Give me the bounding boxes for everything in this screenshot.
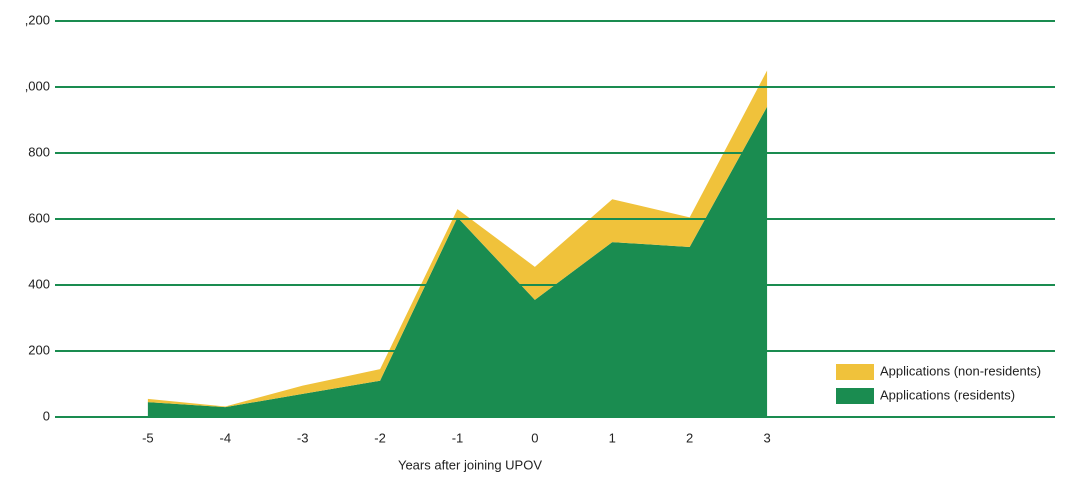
x-tick-label: 2 [686, 430, 693, 445]
x-tick-label: -3 [297, 430, 309, 445]
x-tick-label: 0 [531, 430, 538, 445]
x-tick-label: 1 [609, 430, 616, 445]
x-tick-label: -4 [219, 430, 231, 445]
legend-swatch [836, 364, 874, 380]
legend-label: Applications (non-residents) [880, 363, 1041, 378]
area [147, 106, 768, 418]
y-tick-label: 0 [43, 408, 50, 423]
x-axis-title: Years after joining UPOV [398, 457, 542, 472]
y-tick-label: 200 [28, 342, 50, 357]
legend-swatch [836, 388, 874, 404]
y-tick-label: 400 [28, 276, 50, 291]
y-tick-label: 800 [28, 144, 50, 159]
x-tick-label: -1 [452, 430, 464, 445]
y-tick-label: ,000 [25, 78, 50, 93]
x-tick-label: -2 [374, 430, 386, 445]
x-tick-label: 3 [763, 430, 770, 445]
legend-label: Applications (residents) [880, 387, 1015, 402]
y-tick-label: ,200 [25, 12, 50, 27]
y-tick-label: 600 [28, 210, 50, 225]
area [147, 70, 768, 408]
x-tick-label: -5 [142, 430, 154, 445]
